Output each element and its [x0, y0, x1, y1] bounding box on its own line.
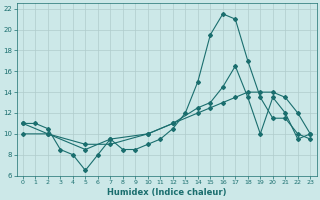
- X-axis label: Humidex (Indice chaleur): Humidex (Indice chaleur): [107, 188, 226, 197]
